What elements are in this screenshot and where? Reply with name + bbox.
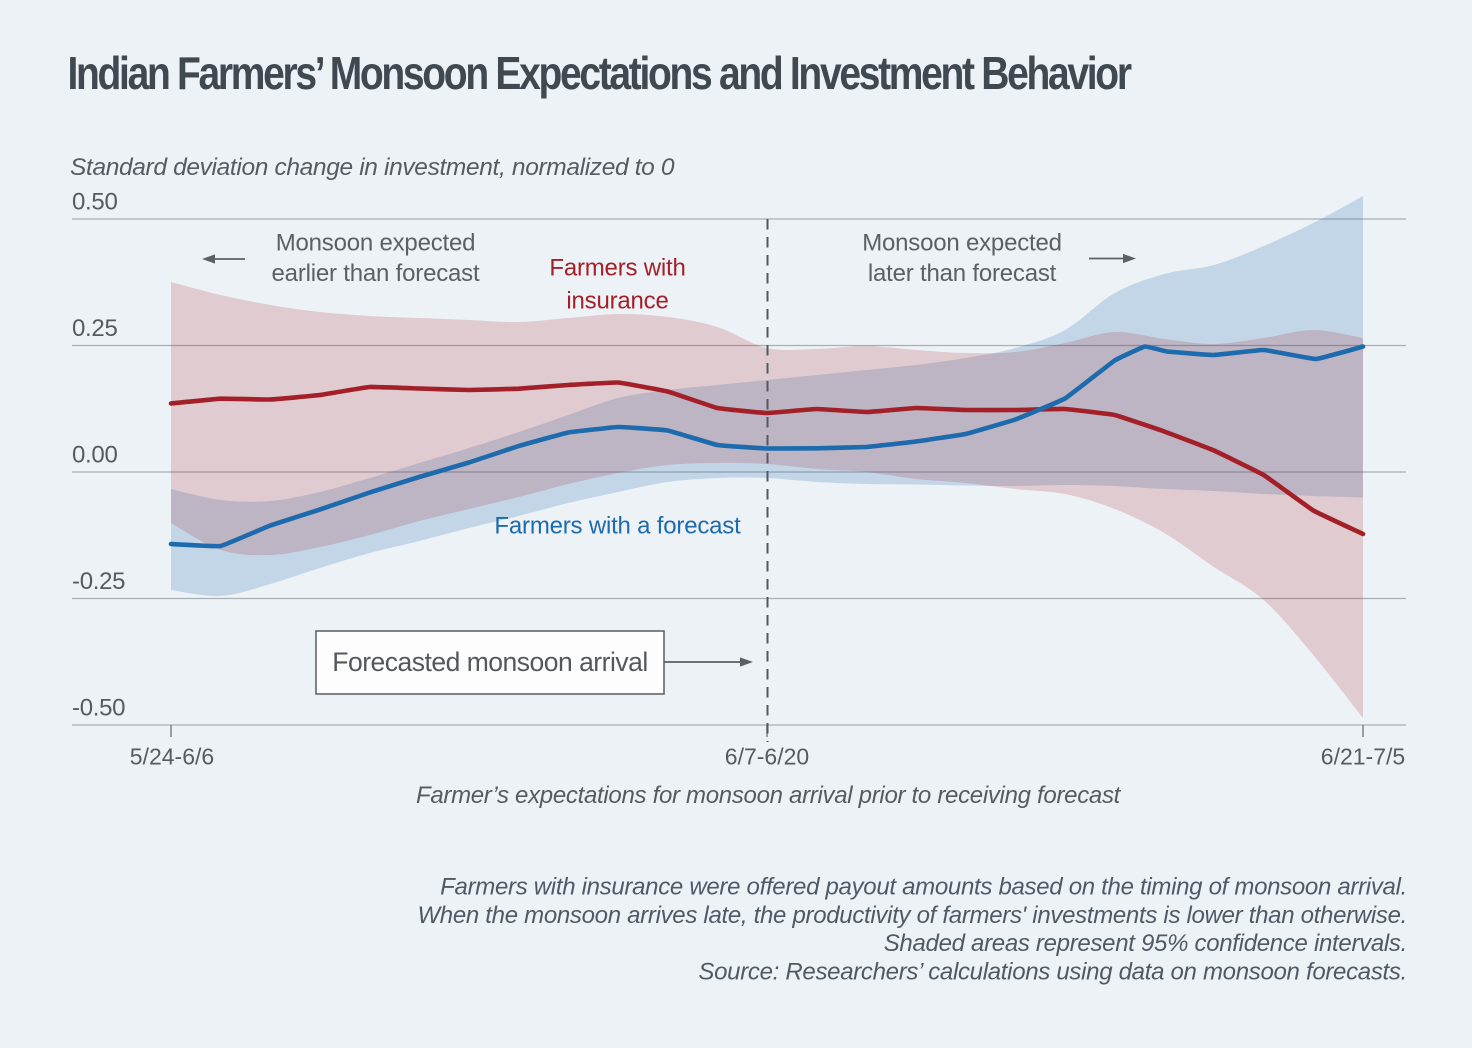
svg-text:0.00: 0.00 [72, 442, 118, 469]
svg-text:0.25: 0.25 [72, 315, 118, 342]
svg-text:5/24-6/6: 5/24-6/6 [130, 744, 214, 770]
svg-text:0.50: 0.50 [72, 189, 118, 216]
svg-text:Standard deviation change in i: Standard deviation change in investment,… [70, 154, 675, 181]
svg-text:Farmers with insurance were of: Farmers with insurance were offered payo… [440, 874, 1407, 901]
svg-text:Forecasted monsoon arrival: Forecasted monsoon arrival [332, 647, 647, 677]
svg-text:insurance: insurance [566, 288, 668, 315]
svg-text:Monsoon expected: Monsoon expected [276, 230, 476, 257]
svg-text:Farmer’s expectations for mons: Farmer’s expectations for monsoon arriva… [416, 782, 1122, 809]
svg-text:Indian Farmers’ Monsoon Expect: Indian Farmers’ Monsoon Expectations and… [68, 48, 1132, 100]
svg-text:Farmers with: Farmers with [549, 255, 685, 282]
svg-text:later than forecast: later than forecast [868, 260, 1057, 287]
svg-text:-0.50: -0.50 [72, 695, 125, 722]
svg-text:Shaded areas represent 95% con: Shaded areas represent 95% confidence in… [884, 930, 1407, 957]
svg-text:6/21-7/5: 6/21-7/5 [1321, 744, 1405, 770]
svg-text:Monsoon expected: Monsoon expected [862, 230, 1062, 257]
svg-text:-0.25: -0.25 [72, 568, 125, 595]
svg-text:earlier than forecast: earlier than forecast [272, 260, 480, 287]
svg-text:When the monsoon arrives late,: When the monsoon arrives late, the produ… [417, 902, 1407, 929]
svg-text:6/7-6/20: 6/7-6/20 [725, 744, 809, 770]
svg-text:Farmers with a forecast: Farmers with a forecast [494, 513, 741, 540]
svg-text:Source: Researchers’ calculati: Source: Researchers’ calculations using … [698, 958, 1407, 985]
